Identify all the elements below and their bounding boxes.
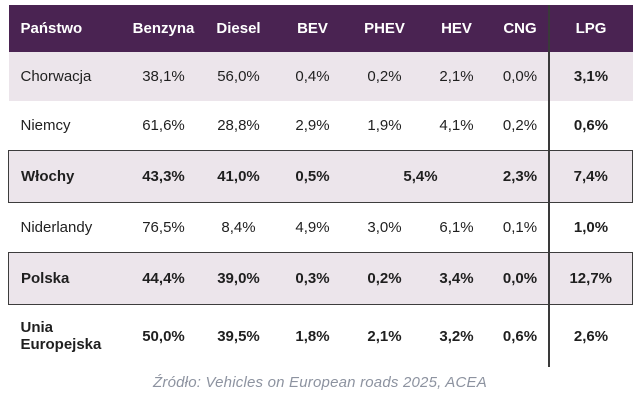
cell-niderlandy-hev: 6,1% xyxy=(439,219,474,236)
cell-niemcy-cng: 0,2% xyxy=(502,117,538,134)
cell-chorwacja-diesel: 56,0% xyxy=(200,52,277,101)
table-row-niderlandy: Niderlandy 76,5% 8,4% 4,9% 3,0% 6,1% 0,1% 1,0% xyxy=(9,202,633,253)
source-caption: Źródło: Vehicles on European roads 2025,… xyxy=(153,374,487,391)
cell-niemcy-diesel: 28,8% xyxy=(217,117,260,134)
cell-polska-diesel: 39,0% xyxy=(200,252,277,305)
table-row-polska: Polska 44,4% 39,0% 0,3% 0,2% 3,4% 0,0% 12,7% xyxy=(8,252,633,305)
cell-niderlandy-diesel: 8,4% xyxy=(221,219,256,236)
cell-niderlandy-phev: 3,0% xyxy=(367,219,402,236)
column-header-cng: CNG xyxy=(492,5,549,52)
cell-wlochy-lpg: 7,4% xyxy=(547,150,633,203)
cell-unia-europejska-cng: 0,6% xyxy=(502,327,538,345)
row-label-niderlandy: Niderlandy xyxy=(20,219,93,236)
column-header-bev: BEV xyxy=(276,5,349,52)
row-label-chorwacja: Chorwacja xyxy=(8,52,127,101)
table-row-chorwacja: Chorwacja 38,1% 56,0% 0,4% 0,2% 2,1% 0,0% 3,1% xyxy=(8,52,633,101)
cell-chorwacja-hev: 2,1% xyxy=(420,52,493,101)
row-label-unia-europejska: Unia Europejska xyxy=(20,319,102,353)
cell-chorwacja-lpg: 3,1% xyxy=(547,52,633,101)
cell-niderlandy-benzyna: 76,5% xyxy=(142,219,185,236)
row-label-niemcy: Niemcy xyxy=(20,117,71,134)
cell-polska-hev: 3,4% xyxy=(420,252,493,305)
cell-chorwacja-cng: 0,0% xyxy=(492,52,549,101)
cell-wlochy-benzyna: 43,3% xyxy=(126,150,201,203)
column-header-panstwo: Państwo xyxy=(8,5,127,52)
table-row-wlochy: Włochy 43,3% 41,0% 0,5% 5,4% 2,3% 7,4% xyxy=(8,150,633,203)
cell-unia-europejska-bev: 1,8% xyxy=(295,327,330,345)
cell-niemcy-hev: 4,1% xyxy=(439,117,474,134)
cell-unia-europejska-diesel: 39,5% xyxy=(217,327,260,345)
cell-niderlandy-lpg: 1,0% xyxy=(547,202,633,253)
column-header-benzyna: Benzyna xyxy=(126,5,201,52)
cell-unia-europejska-hev: 3,2% xyxy=(439,327,474,345)
cell-chorwacja-phev: 0,2% xyxy=(348,52,421,101)
cell-chorwacja-bev: 0,4% xyxy=(276,52,349,101)
column-header-hev: HEV xyxy=(420,5,493,52)
column-header-lpg: LPG xyxy=(547,5,633,52)
table-row-unia-europejska: Unia Europejska 50,0% 39,5% 1,8% 2,1% 3,2% 0,6… xyxy=(9,304,633,367)
cell-niderlandy-bev: 4,9% xyxy=(295,219,330,236)
fuel-type-share-table: Państwo Benzyna Diesel BEV PHEV HEV CNG LPG Cho… xyxy=(8,5,633,367)
table-row-niemcy: Niemcy 61,6% 28,8% 2,9% 1,9% 4,1% 0,2% 0,6% xyxy=(9,101,633,151)
column-header-phev: PHEV xyxy=(348,5,421,52)
cell-polska-lpg: 12,7% xyxy=(547,252,633,305)
table-header: Państwo Benzyna Diesel BEV PHEV HEV CNG LPG xyxy=(8,5,633,52)
cell-wlochy-hev: 2,3% xyxy=(492,150,549,203)
cell-polska-benzyna: 44,4% xyxy=(126,252,201,305)
row-label-wlochy: Włochy xyxy=(8,150,127,203)
cell-niderlandy-cng: 0,1% xyxy=(502,219,538,236)
column-header-diesel: Diesel xyxy=(200,5,277,52)
row-label-polska: Polska xyxy=(8,252,127,305)
table-body: Chorwacja 38,1% 56,0% 0,4% 0,2% 2,1% 0,0% 3,1% N… xyxy=(8,52,633,367)
cell-niemcy-benzyna: 61,6% xyxy=(142,117,185,134)
cell-polska-bev: 0,3% xyxy=(276,252,349,305)
cell-wlochy-diesel: 41,0% xyxy=(200,150,277,203)
cell-unia-europejska-benzyna: 50,0% xyxy=(142,327,185,345)
cell-wlochy-bev: 0,5% xyxy=(276,150,349,203)
cell-niemcy-bev: 2,9% xyxy=(295,117,330,134)
cell-unia-europejska-lpg: 2,6% xyxy=(547,304,633,367)
cell-unia-europejska-phev: 2,1% xyxy=(367,327,402,345)
cell-wlochy-phev: 5,4% xyxy=(348,150,493,203)
cell-chorwacja-benzyna: 38,1% xyxy=(126,52,201,101)
cell-niemcy-lpg: 0,6% xyxy=(547,101,633,151)
cell-polska-phev: 0,2% xyxy=(348,252,421,305)
cell-polska-cng: 0,0% xyxy=(492,252,549,305)
header-row: Państwo Benzyna Diesel BEV PHEV HEV CNG LPG xyxy=(8,5,633,52)
cell-niemcy-phev: 1,9% xyxy=(367,117,402,134)
